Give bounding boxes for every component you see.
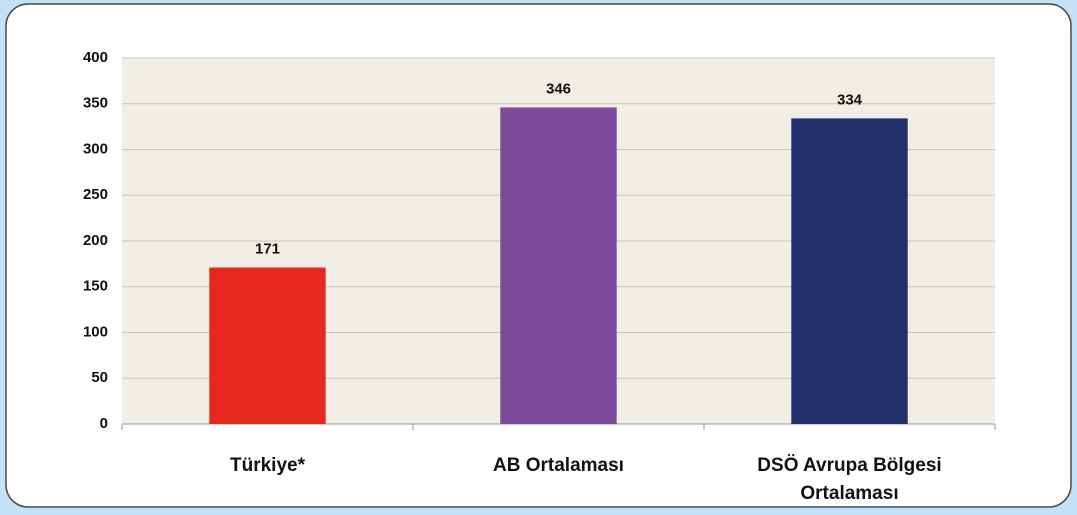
data-label: 346 (546, 80, 571, 97)
data-label: 171 (255, 241, 280, 258)
x-tick-label-box: AB Ortalaması (493, 455, 624, 476)
y-tick-label: 250 (83, 186, 108, 203)
x-tick-label: DSÖ Avrupa Bölgesi Ortalaması (757, 455, 942, 504)
data-label: 334 (837, 91, 863, 108)
bar (500, 107, 617, 424)
y-tick-label: 100 (83, 323, 108, 340)
bar (209, 267, 326, 424)
y-tick-label: 300 (83, 140, 108, 157)
x-tick-label-box: DSÖ Avrupa Bölgesi Ortalaması (757, 455, 942, 504)
y-tick-label: 0 (100, 415, 108, 432)
bar (791, 118, 908, 424)
x-tick-label: AB Ortalaması (493, 455, 624, 476)
y-tick-label: 200 (83, 232, 108, 249)
x-tick-label: Türkiye* (230, 455, 305, 476)
y-tick-label: 150 (83, 278, 108, 295)
y-tick-label: 400 (83, 49, 108, 66)
y-tick-label: 50 (91, 369, 108, 386)
x-tick-label-box: Türkiye* (230, 455, 305, 476)
y-tick-label: 350 (83, 95, 108, 112)
